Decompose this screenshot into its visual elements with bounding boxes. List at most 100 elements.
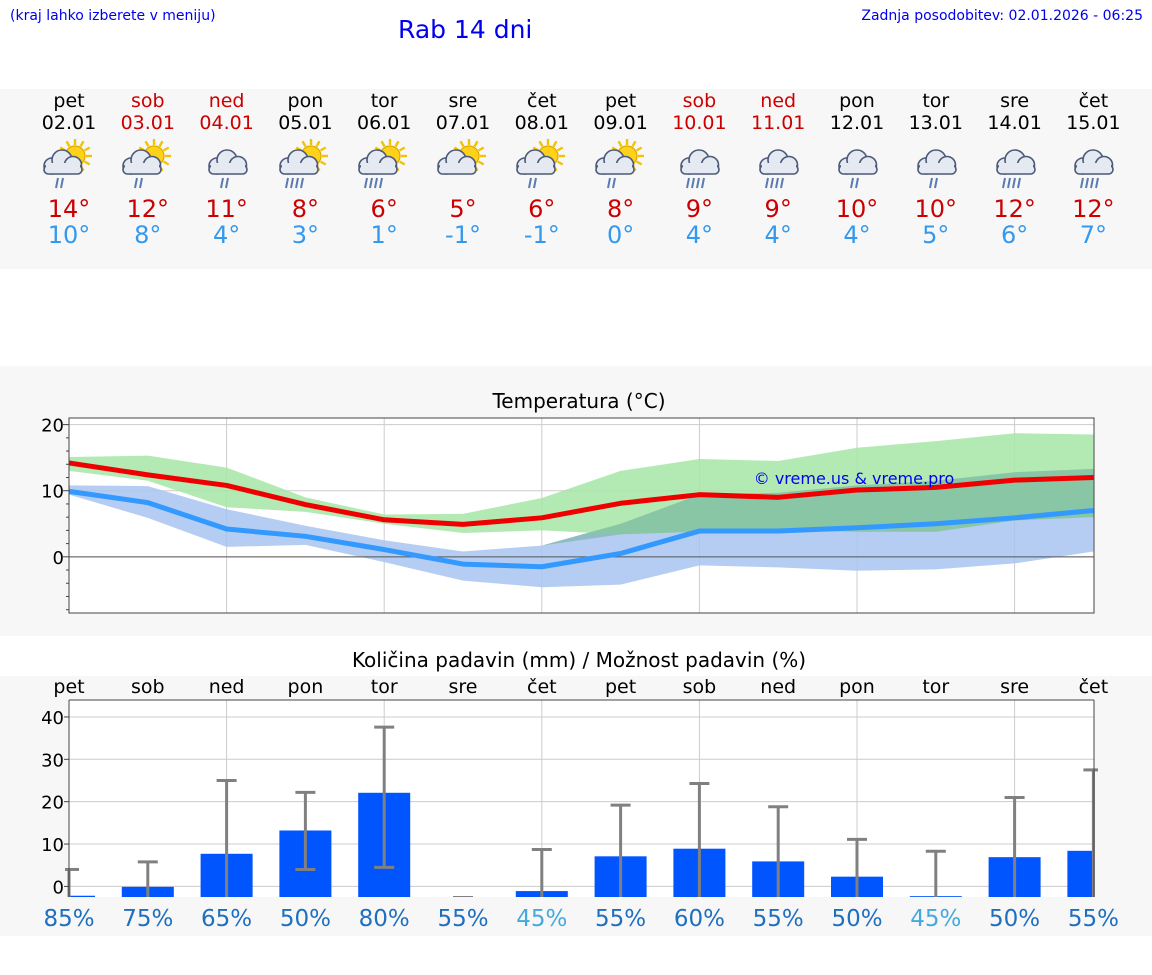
day-column: tor 06.01 6° 1° [345,89,424,248]
day-label: pet [53,676,84,698]
min-temperature: 0° [606,221,635,249]
day-date: 11.01 [750,112,806,134]
day-column: pon 05.01 8° 3° [266,89,345,248]
day-name: sob [682,90,717,112]
day-label: sre [449,676,478,698]
precip-probability: 50% [280,906,331,932]
precip-probability: 55% [753,906,804,932]
cloud-rain-icon [896,138,975,194]
precipitation-chart: Količina padavin (mm) / Možnost padavin … [41,648,1119,932]
cloud-heavy-rain-icon [975,138,1054,194]
day-name: tor [370,90,398,112]
day-name: sre [1000,90,1030,112]
max-temperature: 12° [126,195,170,223]
day-label: ned [760,676,796,698]
day-column: čet 15.01 12° 7° [1054,89,1133,248]
page-title: Rab 14 dni [398,15,533,44]
sun-cloud-icon [424,138,503,194]
precip-probability: 50% [831,906,882,932]
day-date: 06.01 [356,112,412,134]
day-column: sre 14.01 12° 6° [975,89,1054,248]
min-temperature: 3° [291,221,320,249]
day-label: čet [1079,676,1109,698]
day-name: ned [208,90,245,112]
day-date: 07.01 [435,112,491,134]
location-hint: (kraj lahko izberete v meniju) [10,8,216,24]
day-label: tor [922,676,949,698]
sun-cloud-heavy-rain-icon [345,138,424,194]
precip-probability: 45% [910,906,961,932]
min-temperature: 5° [922,221,950,249]
day-label: sob [131,676,165,698]
day-date: 05.01 [278,112,333,134]
day-column: pet 02.01 14° 10° [30,89,109,248]
max-temperature: 8° [291,195,320,223]
max-temperature: 9° [685,195,714,223]
y-tick-label: 40 [41,708,64,729]
min-temperature: 4° [843,221,871,249]
precip-probability: 50% [989,906,1040,932]
cloud-heavy-rain-icon [1054,138,1133,194]
precip-bar [69,895,95,897]
day-date: 04.01 [199,112,254,134]
min-temperature: -1° [523,221,560,249]
day-label: čet [527,676,557,698]
precip-probability: 80% [359,906,410,932]
day-name: čet [527,90,557,112]
min-temperature: 4° [764,221,792,249]
day-date: 14.01 [987,112,1042,134]
day-label: sre [1000,676,1029,698]
min-temperature: 7° [1079,221,1108,249]
cloud-rain-icon [818,138,897,194]
sun-cloud-heavy-rain-icon [266,138,345,194]
watermark: © vreme.us & vreme.pro [754,469,955,488]
max-temperature: 14° [47,195,91,223]
y-tick-label: 10 [41,835,64,856]
day-column: ned 04.01 11° 4° [187,89,266,248]
y-tick-label: 0 [53,548,64,569]
last-update: Zadnja posodobitev: 02.01.2026 - 06:25 [861,8,1143,24]
day-date: 10.01 [672,112,727,134]
temperature-chart: Temperatura (°C) 20 10 0 © vreme.us & vreme.… [41,389,1095,614]
day-label: tor [371,676,398,698]
day-column: čet 08.01 6° -1° [502,89,581,248]
day-name: čet [1078,90,1109,112]
max-temperature: 12° [993,195,1036,223]
min-temperature-line [68,488,1094,570]
y-tick-label: 0 [53,877,64,898]
precip-probability: 65% [201,906,252,932]
sun-cloud-rain-icon [581,138,660,194]
day-column: sob 10.01 9° 4° [660,89,739,248]
max-temperature: 12° [1072,195,1115,223]
day-name: pon [839,90,875,112]
day-date: 12.01 [829,112,885,134]
day-name: pet [604,90,637,112]
day-column: ned 11.01 9° 4° [739,89,818,248]
y-tick-label: 30 [41,750,64,771]
sun-cloud-rain-icon [502,138,581,194]
day-name: tor [922,90,950,112]
y-tick-label: 20 [41,416,64,437]
sun-cloud-rain-icon [30,138,109,194]
min-temperature: 10° [47,221,91,249]
cloud-rain-icon [187,138,266,194]
day-label: pet [605,676,636,698]
y-tick-label: 20 [41,793,64,814]
day-date: 15.01 [1066,112,1121,134]
day-column: sre 07.01 5° -1° [424,89,503,248]
max-temperature: 10° [914,195,958,223]
cloud-heavy-rain-icon [660,138,739,194]
sun-cloud-rain-icon [108,138,187,194]
day-label: sob [683,676,717,698]
max-temperature: 6° [528,195,556,223]
precip-probability: 55% [1068,906,1119,932]
day-label: pon [288,676,324,698]
day-label: ned [209,676,245,698]
max-temperature-line [68,460,1094,527]
day-date: 08.01 [514,112,569,134]
min-temperature: 4° [212,221,241,249]
precip-probability: 60% [674,906,725,932]
max-temperature: 6° [370,195,398,223]
precip-probability: 75% [122,906,173,932]
min-temperature: 6° [1000,221,1029,249]
